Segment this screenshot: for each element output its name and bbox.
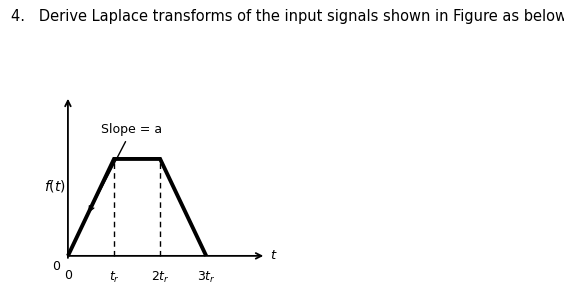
Text: $3t_r$: $3t_r$ (197, 270, 215, 285)
Text: 4.   Derive Laplace transforms of the input signals shown in Figure as below:: 4. Derive Laplace transforms of the inpu… (11, 9, 564, 24)
Text: $f(t)$: $f(t)$ (44, 178, 66, 194)
Text: Slope = a: Slope = a (89, 124, 162, 211)
Text: 0: 0 (52, 260, 60, 273)
Text: $2t_r$: $2t_r$ (151, 270, 170, 285)
Text: 0: 0 (64, 270, 72, 282)
Text: $t$: $t$ (270, 249, 277, 262)
Text: $t_r$: $t_r$ (108, 270, 120, 285)
